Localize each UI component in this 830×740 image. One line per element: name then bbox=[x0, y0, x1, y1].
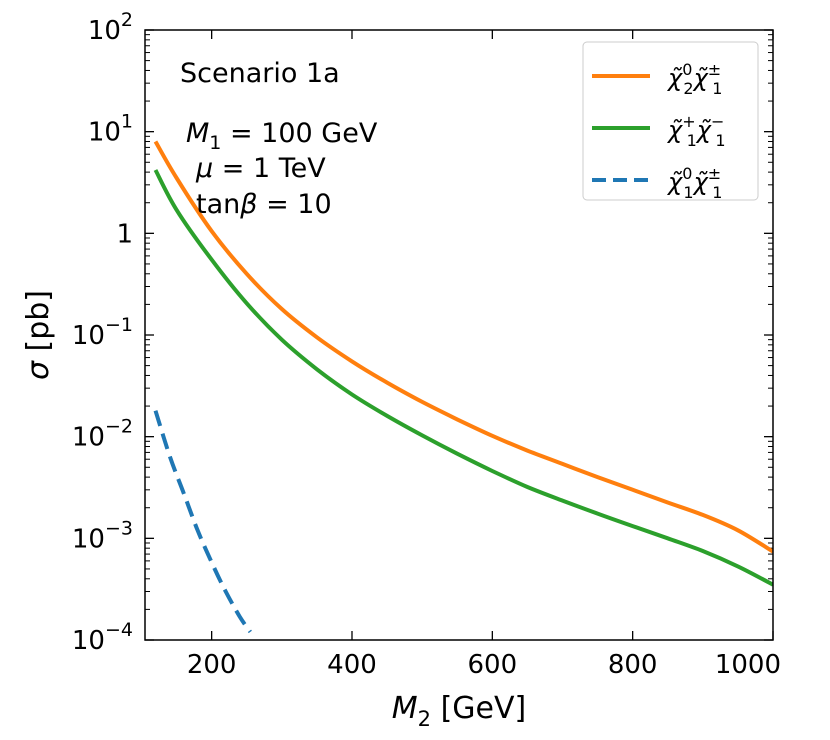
legend-sub: 2 bbox=[683, 79, 693, 98]
y-tick-label: 101 bbox=[88, 111, 133, 148]
legend-main: χ̃ bbox=[666, 64, 683, 92]
m1-label: M1 = 100 GeV bbox=[186, 118, 378, 154]
m1-subscript: 1 bbox=[209, 132, 221, 154]
x-axis-symbol: M bbox=[392, 691, 418, 726]
mu-symbol: μ bbox=[195, 153, 213, 184]
m1-value: = 100 GeV bbox=[221, 118, 377, 149]
legend-main2: χ̃ bbox=[692, 168, 709, 196]
y-tick-exponent: 1 bbox=[121, 111, 133, 133]
x-tick-label: 1000 bbox=[715, 650, 781, 680]
y-tick-base: 10 bbox=[88, 118, 121, 148]
x-axis-subscript: 2 bbox=[418, 707, 431, 731]
x-tick-label: 400 bbox=[327, 650, 377, 680]
legend-sub: 1 bbox=[683, 183, 693, 202]
y-tick-base: 10 bbox=[72, 524, 105, 554]
tanbeta-label: tanβ = 10 bbox=[196, 189, 332, 220]
scenario-label: Scenario 1a bbox=[180, 58, 340, 89]
y-tick-exponent: −2 bbox=[105, 416, 133, 438]
y-tick-label: 10−3 bbox=[72, 517, 133, 554]
legend-main2: χ̃ bbox=[692, 64, 709, 92]
m1-symbol: M bbox=[186, 118, 209, 149]
y-tick-label: 1 bbox=[116, 219, 133, 249]
plot-frame bbox=[144, 29, 774, 641]
legend-main2: χ̃ bbox=[695, 116, 712, 144]
legend-label-1: χ̃+ 1χ̃− 1 bbox=[666, 112, 726, 150]
series-line-1 bbox=[153, 169, 773, 587]
series-line-0 bbox=[153, 140, 773, 554]
legend-label-0: χ̃0 2χ̃± 1 bbox=[666, 60, 722, 98]
mu-value: = 1 TeV bbox=[213, 153, 326, 184]
legend-sub2: 1 bbox=[712, 79, 722, 98]
series-line-2 bbox=[153, 410, 252, 634]
y-tick-exponent: −3 bbox=[105, 517, 133, 539]
legend-sub2: 1 bbox=[715, 131, 725, 150]
legend-sup2: ± bbox=[708, 164, 721, 183]
y-tick-base: 10 bbox=[88, 16, 121, 46]
legend-sup: 0 bbox=[682, 60, 692, 79]
x-axis-label: M2 [GeV] bbox=[392, 691, 526, 731]
y-tick-label: 10−2 bbox=[72, 416, 133, 453]
x-axis-ticks: 200 400 600 800 1000 bbox=[187, 30, 781, 680]
y-tick-label: 102 bbox=[88, 9, 133, 46]
y-tick-base: 10 bbox=[72, 626, 105, 656]
y-tick-base: 10 bbox=[72, 321, 105, 351]
legend-box bbox=[582, 41, 759, 201]
series-lines bbox=[153, 140, 773, 634]
legend-main: χ̃ bbox=[666, 116, 683, 144]
y-tick-exponent: −1 bbox=[105, 314, 133, 336]
annotations: Scenario 1a M1 = 100 GeV μ = 1 TeV tanβ … bbox=[180, 58, 378, 220]
tanbeta-symbol: β bbox=[239, 189, 257, 220]
y-tick-base: 1 bbox=[116, 219, 133, 249]
legend-main: χ̃ bbox=[666, 168, 683, 196]
legend-sub2: 1 bbox=[712, 183, 722, 202]
y-axis-symbol: σ bbox=[21, 360, 56, 380]
legend-sub: 1 bbox=[687, 131, 697, 150]
legend-sup2: − bbox=[711, 112, 724, 131]
legend-sup2: ± bbox=[708, 60, 721, 79]
x-axis-unit: [GeV] bbox=[431, 691, 526, 726]
x-tick-label: 600 bbox=[468, 650, 518, 680]
x-tick-label: 200 bbox=[187, 650, 237, 680]
legend-sup: 0 bbox=[682, 164, 692, 183]
legend-label-2: χ̃0 1χ̃± 1 bbox=[666, 164, 722, 202]
tanbeta-prefix: tan bbox=[196, 189, 240, 220]
mu-label: μ = 1 TeV bbox=[195, 153, 326, 184]
legend: χ̃0 2χ̃± 1χ̃+ 1χ̃− 1χ̃0 1χ̃± 1 bbox=[582, 41, 759, 202]
y-axis-label: σ [pb] bbox=[21, 290, 56, 380]
y-tick-base: 10 bbox=[72, 423, 105, 453]
tanbeta-value: = 10 bbox=[257, 189, 331, 220]
x-tick-label: 800 bbox=[608, 650, 658, 680]
legend-sup: + bbox=[682, 112, 695, 131]
y-axis-unit: [pb] bbox=[21, 290, 56, 361]
y-tick-exponent: −4 bbox=[105, 619, 133, 641]
y-tick-exponent: 2 bbox=[121, 9, 133, 31]
y-tick-label: 10−4 bbox=[72, 619, 133, 656]
y-tick-label: 10−1 bbox=[72, 314, 133, 351]
